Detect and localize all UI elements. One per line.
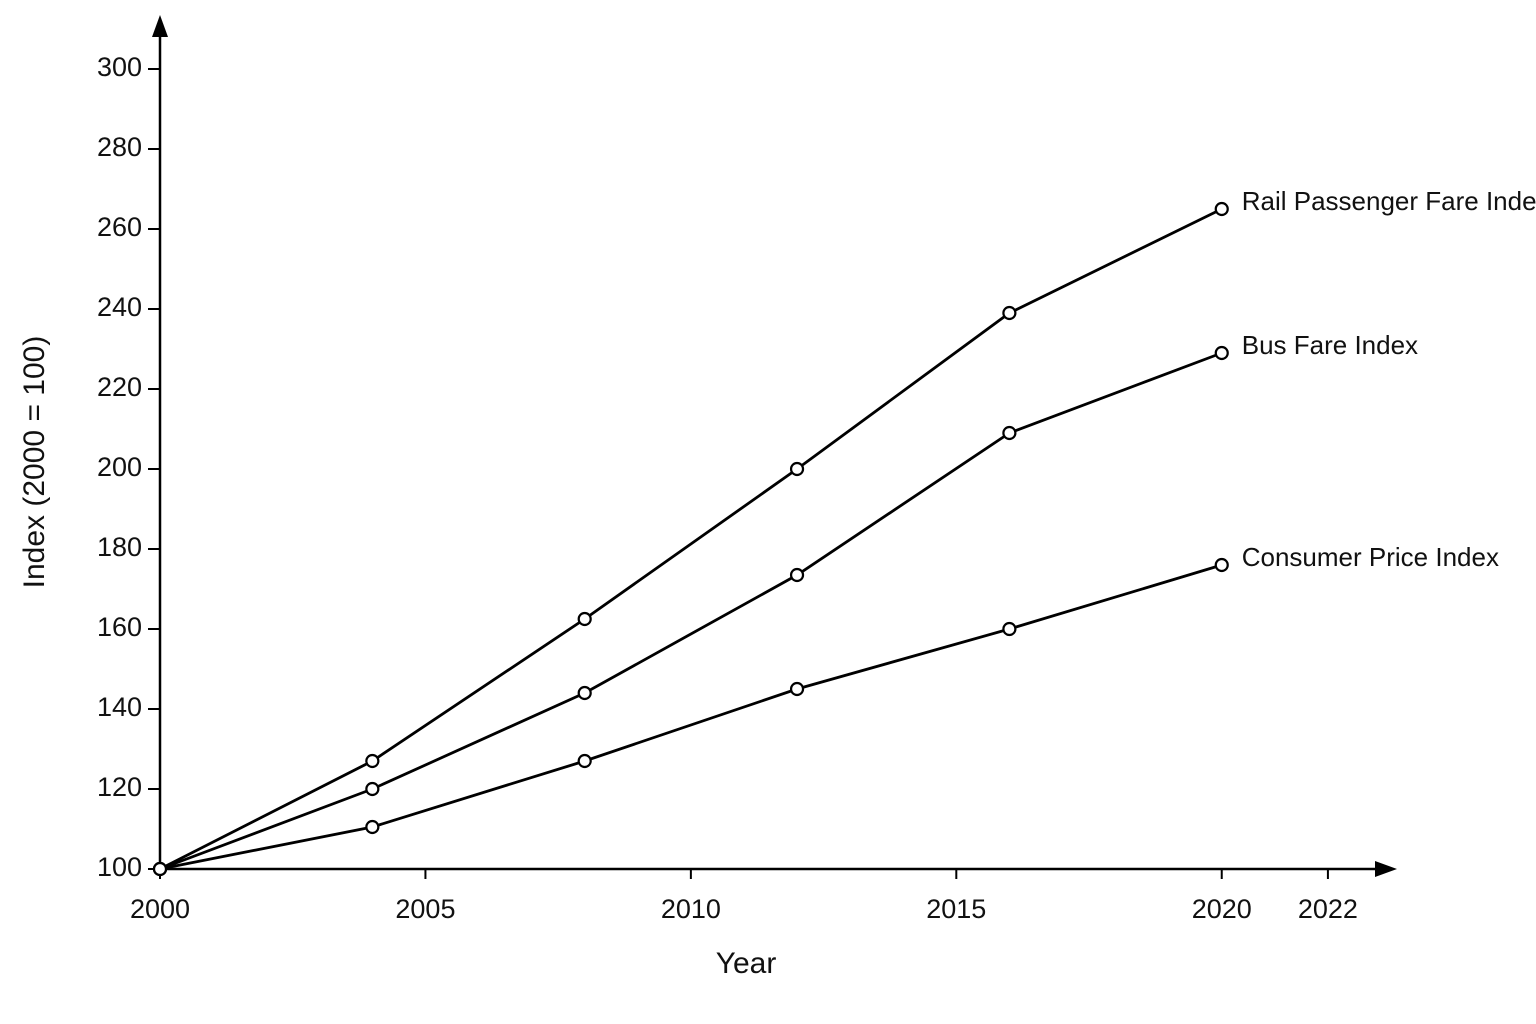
y-tick-label: 280 bbox=[97, 132, 142, 162]
data-point bbox=[1214, 201, 1229, 217]
data-point bbox=[152, 861, 168, 877]
x-tick-label: 2015 bbox=[926, 894, 986, 924]
x-tick-label: 2022 bbox=[1298, 894, 1358, 924]
data-point bbox=[1214, 345, 1229, 361]
data-point bbox=[365, 819, 380, 835]
y-tick-label: 120 bbox=[97, 772, 142, 802]
x-tick-label: 2010 bbox=[661, 894, 721, 924]
series-line bbox=[159, 207, 1223, 871]
y-tick-label: 140 bbox=[97, 692, 142, 722]
y-tick-label: 200 bbox=[97, 452, 142, 482]
data-point bbox=[365, 781, 380, 797]
x-tick-label: 2020 bbox=[1192, 894, 1252, 924]
data-point bbox=[365, 753, 380, 769]
x-tick-label: 2000 bbox=[130, 894, 190, 924]
data-point bbox=[577, 685, 592, 701]
y-tick-label: 260 bbox=[97, 212, 142, 242]
x-tick-label: 2005 bbox=[395, 894, 455, 924]
y-tick-label: 220 bbox=[97, 372, 142, 402]
data-point bbox=[789, 681, 805, 697]
series-label: Consumer Price Index bbox=[1242, 542, 1499, 572]
data-point bbox=[789, 567, 805, 583]
y-axis-title: Index (2000 = 100) bbox=[18, 336, 51, 589]
y-tick-label: 100 bbox=[97, 852, 142, 882]
series-line bbox=[159, 563, 1223, 871]
y-tick-label: 180 bbox=[97, 532, 142, 562]
y-tick-label: 300 bbox=[97, 52, 142, 82]
y-axis-arrow bbox=[152, 15, 168, 37]
series-label: Bus Fare Index bbox=[1242, 330, 1418, 360]
data-point bbox=[1002, 621, 1017, 637]
x-axis-title: Year bbox=[716, 947, 777, 980]
data-point bbox=[1214, 557, 1229, 573]
data-point bbox=[1002, 425, 1017, 441]
x-axis-arrow bbox=[1375, 861, 1397, 877]
series-label: Rail Passenger Fare Index bbox=[1242, 186, 1536, 216]
series-line bbox=[159, 351, 1223, 871]
data-point bbox=[789, 461, 805, 477]
data-point bbox=[577, 753, 592, 769]
data-point bbox=[1002, 305, 1017, 321]
data-point bbox=[577, 611, 592, 627]
y-tick-label: 160 bbox=[97, 612, 142, 642]
y-tick-label: 240 bbox=[97, 292, 142, 322]
